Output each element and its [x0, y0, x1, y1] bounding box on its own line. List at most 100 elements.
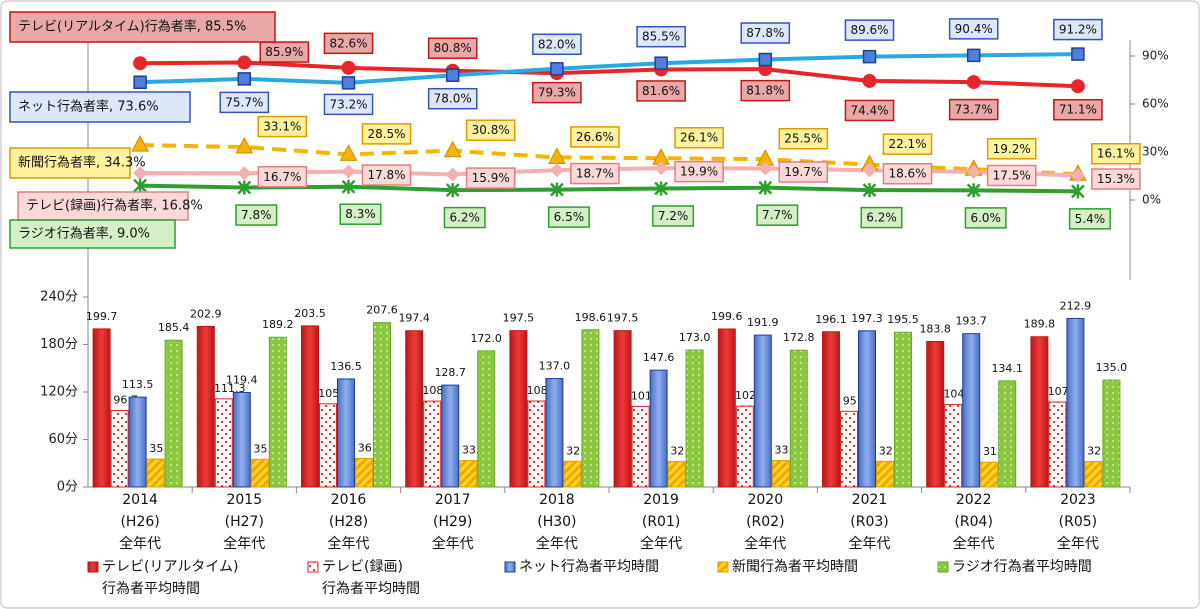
bar	[858, 330, 876, 488]
bar	[822, 331, 840, 488]
bar	[405, 330, 424, 488]
bar-label: 189.8	[1024, 318, 1056, 331]
data-label-text: 6.2%	[449, 211, 480, 225]
data-label: 15.3%	[1091, 168, 1141, 190]
point	[862, 49, 877, 64]
series-callout: 新聞行為者率, 34.3%	[18, 155, 146, 171]
bar-label: 185.4	[158, 321, 190, 334]
series-callout: テレビ(録画)行為者率, 16.8%	[26, 198, 203, 214]
label-box	[219, 91, 270, 114]
data-label-text: 85.5%	[642, 30, 680, 44]
bar	[667, 461, 686, 488]
label-box	[427, 87, 478, 110]
data-label-text: 71.1%	[1059, 103, 1097, 117]
bar-label: 195.5	[887, 313, 919, 326]
bar	[319, 403, 337, 488]
data-label: 91.2%	[1053, 18, 1103, 41]
bar	[771, 460, 790, 488]
x-tick-label: 2015 (H27) 全年代	[223, 492, 266, 552]
label-box	[257, 166, 308, 188]
y-tick-label: 60%	[1142, 97, 1169, 111]
point	[133, 178, 147, 193]
label-box	[532, 33, 582, 56]
bar	[1030, 336, 1049, 488]
data-label-text: 26.1%	[680, 131, 718, 145]
label-box	[1068, 208, 1111, 230]
series-callout: ラジオ行為者率, 9.0%	[18, 226, 150, 242]
label-box	[1091, 142, 1141, 165]
point	[445, 183, 460, 198]
bar	[1048, 401, 1067, 488]
label-box	[323, 32, 374, 55]
bar	[477, 350, 496, 488]
point	[237, 166, 252, 181]
y-tick-label: 0%	[1142, 193, 1161, 207]
label-box	[1053, 98, 1103, 121]
data-label-text: 33.1%	[263, 120, 301, 134]
data-label-text: 18.6%	[888, 167, 926, 181]
bar	[92, 328, 111, 488]
data-label: 87.8%	[740, 22, 791, 44]
x-tick-label: 2020 (R02) 全年代	[744, 492, 787, 552]
data-label: 15.9%	[465, 167, 516, 189]
data-label: 73.7%	[948, 98, 999, 121]
data-label: 79.3%	[532, 81, 582, 104]
bar	[509, 330, 528, 488]
data-label-text: 19.2%	[993, 142, 1031, 156]
data-label-text: 6.0%	[970, 211, 1001, 225]
bar	[146, 458, 165, 488]
label-box	[740, 22, 791, 44]
label-box	[465, 167, 516, 189]
data-label: 17.8%	[361, 164, 412, 186]
data-label: 75.7%	[219, 91, 270, 114]
data-label: 81.6%	[636, 80, 686, 102]
data-label-text: 7.2%	[658, 209, 689, 223]
data-label: 19.9%	[674, 160, 724, 183]
point	[237, 180, 252, 195]
data-label: 7.7%	[756, 204, 799, 226]
bar-label: 198.6	[575, 311, 607, 324]
point	[966, 75, 981, 90]
bar	[128, 396, 147, 488]
label-box	[948, 18, 999, 40]
data-label: 90.4%	[948, 18, 999, 40]
bar-label: 212.9	[1060, 299, 1092, 312]
data-label-text: 25.5%	[784, 132, 822, 146]
bar-label: 207.6	[366, 304, 398, 317]
y-tick-label: 0分	[57, 480, 78, 495]
data-label-text: 22.1%	[888, 137, 926, 151]
label-box	[235, 204, 278, 226]
bar	[735, 405, 754, 488]
label-box	[778, 127, 829, 150]
data-label-text: 16.7%	[263, 170, 301, 184]
point	[341, 76, 356, 90]
x-tick-label: 2014 (H26) 全年代	[119, 492, 162, 552]
data-label-text: 16.1%	[1097, 147, 1135, 161]
data-label-text: 7.7%	[762, 208, 793, 222]
label-box	[547, 206, 590, 228]
data-label: 28.5%	[361, 123, 412, 145]
bar	[232, 391, 251, 488]
label-box	[756, 204, 799, 226]
data-label-text: 28.5%	[367, 127, 405, 141]
label-box	[361, 123, 412, 145]
bar	[1102, 379, 1121, 488]
legend-label: ラジオ行為者平均時間	[952, 559, 1092, 575]
data-label: 18.7%	[570, 162, 620, 185]
x-tick-label: 2017 (H29) 全年代	[431, 492, 474, 552]
point	[654, 161, 669, 176]
y-tick-label: 30%	[1142, 145, 1169, 159]
bar	[649, 369, 668, 488]
data-label: 6.2%	[860, 206, 903, 229]
point	[758, 180, 773, 195]
data-label: 81.8%	[740, 79, 791, 102]
legend-label: 新聞行為者平均時間	[732, 559, 858, 575]
bar-label: 197.5	[503, 312, 535, 325]
bar	[840, 410, 858, 488]
bar	[944, 404, 963, 488]
legend-label: テレビ(リアルタイム) 行為者平均時間	[102, 559, 239, 597]
data-label-text: 8.3%	[345, 207, 376, 221]
data-label: 85.9%	[259, 41, 310, 63]
data-label: 85.5%	[636, 25, 686, 48]
